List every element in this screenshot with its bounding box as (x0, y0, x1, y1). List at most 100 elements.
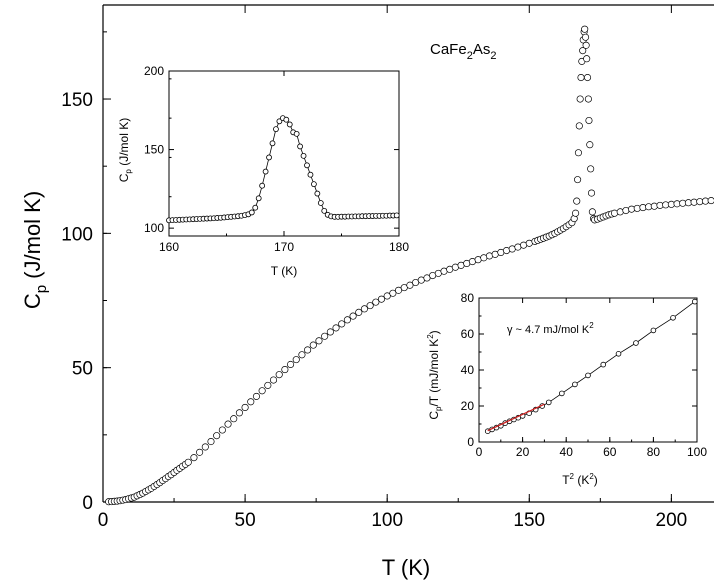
data-point (575, 122, 583, 130)
data-point (224, 420, 232, 428)
y-tick-label: 0 (82, 493, 93, 514)
x-tick-label: 100 (687, 445, 707, 459)
data-point (300, 152, 307, 159)
data-point (247, 398, 255, 406)
data-point (585, 116, 593, 125)
data-point (259, 182, 266, 189)
data-point (406, 281, 414, 289)
data-point (616, 208, 624, 216)
data-point (326, 328, 334, 336)
data-point (545, 399, 552, 406)
y-tick-label: 100 (144, 221, 164, 235)
data-point (310, 181, 317, 188)
data-point (587, 189, 596, 197)
data-point (372, 298, 380, 306)
data-point (377, 295, 386, 303)
data-point (213, 432, 221, 440)
inset-low-temp-x-label: T2 (K2) (562, 472, 598, 487)
inset-transition-x-label: T (K) (271, 264, 297, 278)
data-point (314, 190, 321, 197)
x-tick-label: 20 (516, 445, 530, 459)
data-point (572, 209, 580, 217)
data-point (585, 372, 591, 379)
data-point (309, 341, 317, 349)
data-point (584, 95, 592, 103)
inset-transition-axes: 160 170 180 100 150 200 (144, 64, 409, 254)
data-point (610, 209, 619, 217)
data-point (321, 207, 328, 214)
data-point (264, 381, 272, 389)
data-point (579, 47, 587, 55)
main-x-axis-label: T (K) (382, 555, 430, 580)
data-point (583, 73, 592, 82)
data-point (343, 316, 351, 324)
data-point (581, 25, 589, 33)
data-point (276, 118, 283, 125)
data-point (269, 140, 276, 147)
data-point (670, 314, 676, 321)
data-point (394, 286, 403, 294)
y-tick-label: 80 (461, 291, 475, 305)
x-tick-label: 100 (371, 510, 403, 531)
x-tick-label: 200 (656, 510, 688, 531)
y-tick-label: 0 (467, 435, 474, 449)
data-point (393, 212, 400, 219)
data-point (248, 209, 255, 216)
x-tick-label: 160 (159, 240, 179, 254)
data-point (315, 337, 323, 345)
y-tick-label: 50 (72, 359, 93, 380)
data-point (366, 302, 374, 310)
data-point (241, 403, 249, 411)
data-point (184, 458, 192, 466)
data-point (304, 162, 310, 169)
data-point (293, 130, 300, 137)
data-point (707, 197, 714, 205)
data-point (292, 356, 300, 364)
x-tick-label: 150 (513, 510, 545, 531)
data-point (283, 116, 290, 123)
data-point (332, 324, 340, 332)
linear-fit-line (487, 403, 545, 432)
main-series (105, 25, 714, 506)
data-point (287, 360, 295, 369)
data-point (650, 327, 657, 334)
data-point (269, 376, 278, 384)
x-tick-label: 60 (603, 445, 617, 459)
y-tick-label: 150 (144, 143, 164, 157)
x-tick-label: 40 (560, 445, 574, 459)
y-tick-label: 20 (461, 399, 475, 413)
x-tick-label: 170 (274, 240, 294, 254)
inset-transition-chart: 160 170 180 100 150 200 T (K) Cp (J/mol K) (117, 64, 409, 278)
gamma-annotation: γ ~ 4.7 mJ/mol K2 (507, 321, 594, 336)
data-point (298, 351, 306, 359)
data-point (360, 305, 369, 313)
data-point (559, 390, 565, 397)
data-point (572, 381, 578, 388)
data-point (252, 204, 259, 211)
main-y-axis-label: Cp (J/mol K) (20, 191, 50, 309)
data-point (577, 73, 585, 82)
data-point (235, 409, 243, 417)
data-point (586, 141, 594, 149)
data-point (389, 289, 397, 297)
data-point (252, 392, 261, 400)
x-tick-label: 50 (235, 510, 256, 531)
data-point (201, 443, 209, 451)
data-point (573, 197, 581, 205)
x-tick-label: 0 (98, 510, 109, 531)
plot-frame (168, 70, 400, 237)
x-tick-label: 180 (389, 240, 409, 254)
data-point (286, 121, 293, 128)
data-point (230, 415, 238, 423)
data-point (196, 448, 204, 456)
data-point (207, 437, 215, 446)
data-point (255, 195, 262, 202)
y-tick-label: 100 (61, 224, 93, 245)
data-point (692, 298, 698, 305)
compound-label: CaFe2As2 (430, 41, 496, 62)
data-point (383, 292, 391, 300)
data-point (588, 208, 596, 216)
